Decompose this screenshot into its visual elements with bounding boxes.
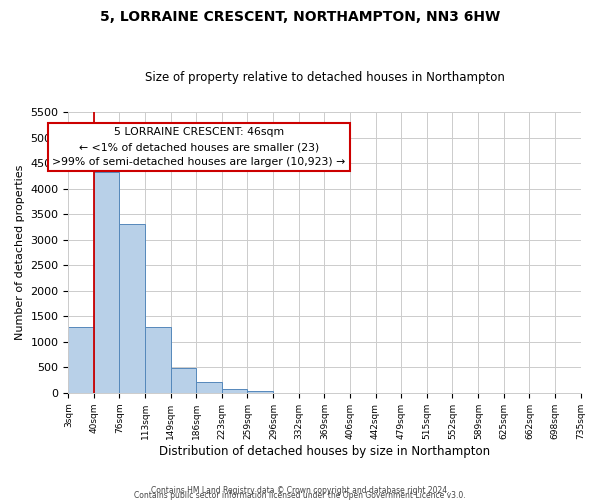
Bar	[119, 224, 145, 393]
Title: Size of property relative to detached houses in Northampton: Size of property relative to detached ho…	[145, 72, 505, 85]
Text: 5, LORRAINE CRESCENT, NORTHAMPTON, NN3 6HW: 5, LORRAINE CRESCENT, NORTHAMPTON, NN3 6…	[100, 10, 500, 24]
Bar	[170, 368, 196, 393]
Y-axis label: Number of detached properties: Number of detached properties	[15, 165, 25, 340]
Bar	[145, 327, 170, 393]
Bar	[247, 392, 274, 393]
Text: 5 LORRAINE CRESCENT: 46sqm
← <1% of detached houses are smaller (23)
>99% of sem: 5 LORRAINE CRESCENT: 46sqm ← <1% of deta…	[52, 128, 346, 167]
Bar	[223, 389, 247, 393]
Bar	[196, 382, 223, 393]
X-axis label: Distribution of detached houses by size in Northampton: Distribution of detached houses by size …	[159, 444, 490, 458]
Text: Contains public sector information licensed under the Open Government Licence v3: Contains public sector information licen…	[134, 490, 466, 500]
Bar	[94, 172, 119, 393]
Text: Contains HM Land Registry data © Crown copyright and database right 2024.: Contains HM Land Registry data © Crown c…	[151, 486, 449, 495]
Bar	[68, 328, 94, 393]
